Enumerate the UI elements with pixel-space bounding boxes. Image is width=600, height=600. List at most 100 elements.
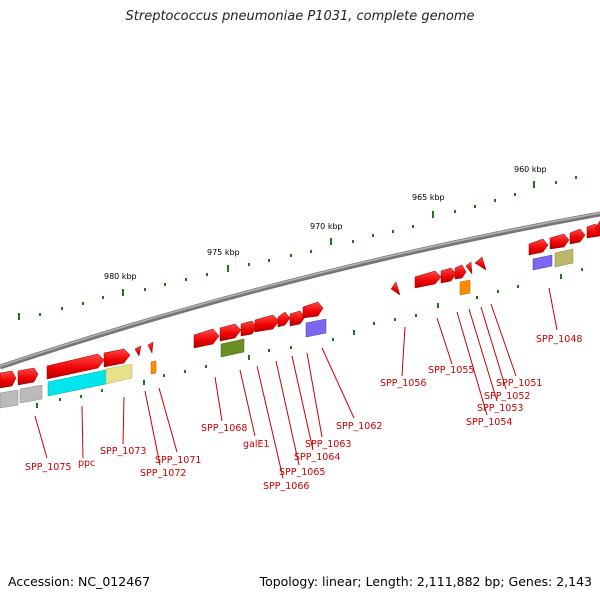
scale-tick xyxy=(102,296,104,299)
gene-label: galE1 xyxy=(243,439,270,450)
scale-tick xyxy=(290,254,292,257)
gene-arrow xyxy=(465,261,473,275)
track-tick xyxy=(59,398,61,401)
track-tick xyxy=(332,338,334,341)
gene-label: SPP_1062 xyxy=(336,421,382,432)
gene-box-slate xyxy=(532,254,553,271)
gene-arrow xyxy=(569,228,586,245)
scale-tick xyxy=(392,230,394,233)
scale-tick xyxy=(61,307,63,310)
track-tick xyxy=(476,296,478,299)
track-tick xyxy=(248,355,250,360)
track-tick xyxy=(36,403,38,408)
gene-box-olive-light xyxy=(554,248,574,268)
gene-arrow xyxy=(549,233,570,250)
gene-label: SPP_1068 xyxy=(201,423,247,434)
track-tick xyxy=(290,346,292,349)
gene-label: SPP_1063 xyxy=(305,439,351,450)
scale-tick xyxy=(575,176,577,179)
gene-label: SPP_1054 xyxy=(466,417,512,428)
gene-box-orange xyxy=(150,360,157,375)
scale-tick xyxy=(185,278,187,281)
track-tick xyxy=(101,389,103,392)
accession-text: Accession: NC_012467 xyxy=(8,574,151,589)
scale-label-970: 970 kbp xyxy=(310,222,343,231)
scale-tick xyxy=(474,205,476,208)
scale-tick xyxy=(412,225,414,228)
gene-label: SPP_1064 xyxy=(294,452,340,463)
track-tick xyxy=(80,395,82,398)
track-tick xyxy=(560,274,562,279)
track-tick xyxy=(373,322,375,325)
genome-backbone xyxy=(0,211,600,370)
genome-summary-text: Topology: linear; Length: 2,111,882 bp; … xyxy=(259,574,592,589)
gene-label: ppc xyxy=(78,458,95,469)
track-tick xyxy=(517,285,519,288)
scale-tick xyxy=(144,288,146,291)
scale-label-980: 980 kbp xyxy=(104,272,137,281)
track-tick xyxy=(497,290,499,293)
gene-label: SPP_1056 xyxy=(380,378,426,389)
scale-tick xyxy=(248,263,250,266)
gene-box-grey xyxy=(0,389,19,409)
scale-tick xyxy=(330,238,332,245)
gene-arrow xyxy=(414,270,442,289)
scale-tick xyxy=(432,211,434,218)
lower-track-ticks xyxy=(36,268,583,408)
scale-label-975: 975 kbp xyxy=(207,248,240,257)
scale-tick xyxy=(454,210,456,213)
track-tick xyxy=(353,330,355,335)
scale-tick xyxy=(310,250,312,253)
gene-arrow xyxy=(528,238,549,256)
scale-tick xyxy=(514,193,516,196)
scale-label-965: 965 kbp xyxy=(412,193,445,202)
gene-arrow xyxy=(193,328,220,349)
gene-arrow xyxy=(474,256,487,271)
scale-tick xyxy=(494,199,496,202)
track-tick xyxy=(268,349,270,352)
gene-arrow xyxy=(219,323,242,342)
gene-arrow xyxy=(390,281,401,296)
gene-label: SPP_1066 xyxy=(263,481,309,492)
gene-arrow xyxy=(103,348,131,368)
scale-tick xyxy=(39,313,41,316)
forward-genes xyxy=(0,220,600,389)
scale-tick xyxy=(18,313,20,320)
scale-tick xyxy=(206,273,208,276)
map-title: Streptococcus pneumoniae P1031, complete… xyxy=(125,9,475,24)
track-tick xyxy=(415,314,417,317)
gene-arrow xyxy=(0,370,17,389)
gene-label: SPP_1072 xyxy=(140,468,186,479)
gene-arrow xyxy=(254,314,280,333)
gene-arrow xyxy=(289,310,306,327)
gene-arrow xyxy=(134,345,142,357)
gene-arrow xyxy=(440,267,457,284)
gene-label: SPP_1071 xyxy=(155,455,201,466)
scale-tick xyxy=(122,289,124,296)
reverse-genes xyxy=(0,248,574,409)
gene-label: SPP_1052 xyxy=(484,391,530,402)
gene-box-khaki xyxy=(105,363,133,385)
scale-tick xyxy=(268,259,270,262)
track-tick xyxy=(394,318,396,321)
label-leader-lines xyxy=(34,287,558,479)
gene-box-olive xyxy=(220,338,245,358)
scale-tick xyxy=(533,181,535,188)
gene-arrow xyxy=(147,341,154,354)
gene-label: SPP_1053 xyxy=(477,403,523,414)
genome-backbone-highlight xyxy=(0,212,600,367)
gene-label: SPP_1055 xyxy=(428,365,474,376)
scale-tick xyxy=(82,302,84,305)
track-tick xyxy=(437,303,439,308)
scale-tick xyxy=(555,181,557,184)
scale-tick xyxy=(164,283,166,286)
scale-label-960: 960 kbp xyxy=(514,165,547,174)
track-tick xyxy=(184,370,186,373)
gene-arrow xyxy=(240,320,258,337)
track-tick xyxy=(163,374,165,377)
gene-labels: SPP_1075 ppc SPP_1073 SPP_1072 SPP_1071 … xyxy=(25,334,582,492)
gene-label: SPP_1051 xyxy=(496,378,542,389)
gene-box-slate xyxy=(305,318,327,338)
gene-label: SPP_1073 xyxy=(100,446,146,457)
